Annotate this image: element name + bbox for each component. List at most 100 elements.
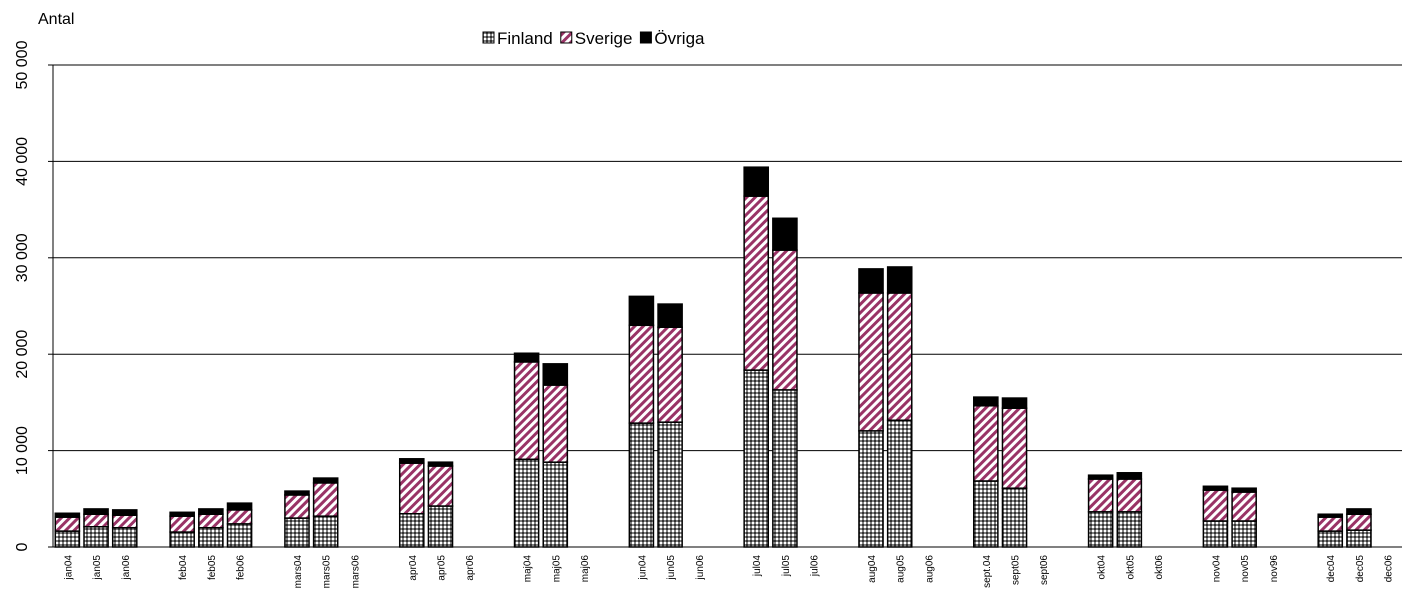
bar-segment xyxy=(1202,485,1229,491)
x-tick-label: aug06 xyxy=(924,555,935,583)
legend-swatch xyxy=(560,31,573,44)
bar-segment xyxy=(772,249,798,391)
bar-segment xyxy=(226,502,253,511)
y-tick-label: 30 000 xyxy=(14,233,31,282)
x-tick-label: sept.04 xyxy=(982,555,993,588)
bar-segment xyxy=(1202,520,1229,548)
x-tick-label: aug04 xyxy=(867,555,878,583)
bar-segment xyxy=(1346,529,1372,548)
bar-segment xyxy=(542,363,569,386)
bar-segment xyxy=(772,217,798,251)
x-tick-label: apr05 xyxy=(436,555,447,581)
x-tick-label: jun06 xyxy=(695,555,706,581)
bar-segment xyxy=(513,361,540,461)
bar-segment xyxy=(312,515,339,548)
bar-segment xyxy=(743,195,770,371)
x-tick-label: feb04 xyxy=(178,555,189,580)
y-tick-label: 20 000 xyxy=(14,330,31,379)
bar-segment xyxy=(169,511,195,517)
y-tick-label: 10 000 xyxy=(14,426,31,475)
bar-segment xyxy=(111,509,138,516)
x-tick-label: dec06 xyxy=(1384,555,1395,583)
bar-segment xyxy=(398,512,425,548)
bar-segment xyxy=(1116,511,1143,548)
y-tick-label: 0 xyxy=(14,542,31,551)
bar-segment xyxy=(169,531,195,548)
bar-segment xyxy=(83,508,109,515)
bar-segment xyxy=(198,526,224,548)
bar-segment xyxy=(427,465,454,507)
x-tick-label: jul06 xyxy=(810,555,821,578)
x-tick-label: mars06 xyxy=(350,555,361,589)
y-tick-label: 50 000 xyxy=(14,40,31,89)
x-tick-label: jan04 xyxy=(63,555,74,581)
x-tick-label: mars05 xyxy=(322,555,333,589)
bar-segment xyxy=(1001,487,1028,548)
bar-segment xyxy=(513,458,540,548)
x-tick-label: maj05 xyxy=(551,555,562,583)
bar-segment xyxy=(1087,511,1114,548)
bar-segment xyxy=(628,422,655,548)
bar-segment xyxy=(1231,520,1257,548)
bar-segment xyxy=(858,430,884,548)
bar-segment xyxy=(83,513,109,528)
x-tick-label: dec04 xyxy=(1326,555,1337,583)
bar-segment xyxy=(1116,472,1143,480)
bar-segment xyxy=(657,421,683,548)
bar-segment xyxy=(427,505,454,548)
bar-segment xyxy=(1001,407,1028,489)
bar-segment xyxy=(973,480,999,548)
bar-segment xyxy=(312,482,339,517)
x-tick-label: nov04 xyxy=(1211,555,1222,583)
bar-segment xyxy=(1116,478,1143,513)
x-tick-label: sept05 xyxy=(1011,555,1022,585)
y-tick-label: 40 000 xyxy=(14,137,31,186)
bar-segment xyxy=(542,461,569,548)
bar-segment xyxy=(1346,508,1372,515)
bar-segment xyxy=(1317,530,1344,548)
legend-swatch xyxy=(482,31,495,44)
bar-segment xyxy=(427,461,454,467)
x-tick-label: jun05 xyxy=(666,555,677,581)
bar-segment xyxy=(657,303,683,328)
x-tick-label: maj04 xyxy=(523,555,534,583)
bar-segment xyxy=(111,514,138,529)
bar-segment xyxy=(1231,487,1257,493)
bar-segment xyxy=(1202,489,1229,522)
bar-segment xyxy=(628,295,655,327)
x-tick-label: okt06 xyxy=(1154,555,1165,580)
x-tick-label: maj06 xyxy=(580,555,591,583)
bar-segment xyxy=(743,369,770,548)
bar-segment xyxy=(169,515,195,533)
x-tick-label: mars04 xyxy=(293,555,304,589)
bar-segment xyxy=(284,494,310,519)
x-tick-label: apr06 xyxy=(465,555,476,581)
bar-segment xyxy=(743,166,770,197)
bar-segment xyxy=(284,490,310,496)
bar-segment xyxy=(312,477,339,484)
x-tick-label: okt04 xyxy=(1097,555,1108,580)
x-tick-label: feb06 xyxy=(236,555,247,580)
bar-segment xyxy=(1087,474,1114,480)
bar-segment xyxy=(83,526,109,548)
x-tick-label: sept06 xyxy=(1039,555,1050,585)
bar-segment xyxy=(513,352,540,363)
bar-segment xyxy=(111,526,138,548)
bar-segment xyxy=(398,462,425,515)
bar-segment xyxy=(973,396,999,407)
bar-segment xyxy=(628,324,655,424)
x-tick-label: jul05 xyxy=(781,555,792,578)
bar-segment xyxy=(398,458,425,464)
x-tick-label: okt05 xyxy=(1125,555,1136,580)
bar-segment xyxy=(886,419,913,548)
bar-segment xyxy=(1317,516,1344,532)
x-tick-label: aug05 xyxy=(896,555,907,583)
bar-segment xyxy=(54,530,81,548)
bar-segment xyxy=(198,513,224,529)
legend-swatch xyxy=(639,31,652,44)
bar-segment xyxy=(54,516,81,532)
legend-label: Sverige xyxy=(575,29,633,48)
bar-segment xyxy=(886,266,913,294)
bar-segment xyxy=(1087,478,1114,513)
